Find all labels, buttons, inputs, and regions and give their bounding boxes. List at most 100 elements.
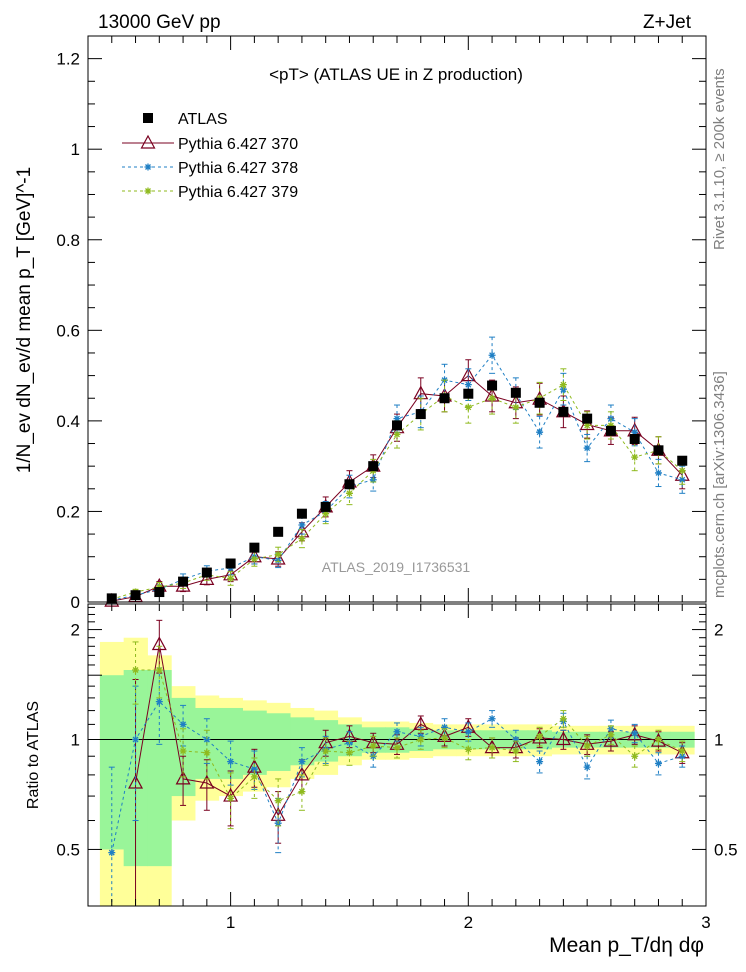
- ratio-point-p378: [155, 698, 163, 706]
- ratio-point-p370: [128, 774, 144, 789]
- ratio-point-p378: [488, 715, 496, 723]
- x-axis-label-text: Mean p_T/dη dφ: [549, 934, 704, 957]
- point-p379: [631, 453, 639, 461]
- x-tick-label: 3: [701, 913, 710, 932]
- legend-item-p378: Pythia 6.427 378: [122, 160, 298, 177]
- point-atlas: [225, 558, 236, 569]
- analysis-watermark: ATLAS_2019_I1736531: [322, 559, 471, 575]
- ratio-point-p379: [512, 747, 520, 755]
- point-atlas: [605, 425, 616, 436]
- ratio-y-tick-label: 1: [71, 731, 80, 750]
- point-p379: [678, 467, 686, 475]
- point-p378: [678, 476, 686, 484]
- point-p370: [460, 367, 476, 382]
- point-atlas: [439, 393, 450, 404]
- legend-label-data: ATLAS: [178, 111, 228, 128]
- legend-item-p370: Pythia 6.427 370: [122, 134, 298, 153]
- x-axis-label: Mean p_T/dη dφ: [549, 934, 704, 957]
- y-tick-label: 1.2: [56, 50, 80, 69]
- y-tick-label: 1: [71, 140, 80, 159]
- main-plot-title: <pT> (ATLAS UE in Z production): [269, 65, 523, 84]
- point-p379: [274, 550, 282, 558]
- main-plot-content: [104, 336, 690, 607]
- point-p378: [654, 469, 662, 477]
- ratio-point-p379: [583, 742, 591, 750]
- point-p379: [607, 421, 615, 429]
- rivet-version-label: Rivet 3.1.10, ≥ 200k events: [711, 68, 728, 250]
- ratio-line-p379: [135, 669, 683, 802]
- ratio-point-p378: [464, 728, 472, 736]
- ratio-point-p378: [108, 849, 116, 857]
- point-atlas: [273, 526, 284, 537]
- main-y-axis-label-text: 1/N_ev dN_ev/d mean p_T [GeV]^-1: [14, 167, 35, 473]
- ratio-point-p378: [227, 758, 235, 766]
- ratio-point-p370: [294, 766, 310, 781]
- ratio-y-tick-label: 0.5: [56, 840, 80, 859]
- ratio-point-p379: [155, 666, 163, 674]
- ratio-point-p379: [464, 745, 472, 753]
- ratio-point-p379: [345, 749, 353, 757]
- point-p379: [512, 403, 520, 411]
- ratio-point-p370: [555, 731, 571, 746]
- header-energy-label: 13000 GeV pp: [98, 12, 221, 33]
- ratio-point-p378: [179, 720, 187, 728]
- ratio-point-p379: [607, 731, 615, 739]
- point-atlas: [154, 587, 165, 598]
- point-atlas: [582, 413, 593, 424]
- ratio-point-p378: [441, 723, 449, 731]
- point-atlas: [415, 409, 426, 420]
- ratio-point-p378: [536, 758, 544, 766]
- point-atlas: [368, 461, 379, 472]
- legend: ATLAS Pythia 6.427 370 Pythia 6.427 378 Pyt…: [122, 111, 298, 201]
- ratio-point-p379: [179, 747, 187, 755]
- ratio-point-p379: [132, 666, 140, 674]
- legend-label-p378: Pythia 6.427 378: [178, 160, 298, 177]
- ratio-plot-content: [88, 619, 706, 907]
- ratio-point-p370: [603, 732, 619, 747]
- point-p379: [488, 394, 496, 402]
- point-p379: [298, 535, 306, 543]
- point-atlas: [629, 433, 640, 444]
- point-p379: [322, 510, 330, 518]
- ratio-point-p378: [654, 759, 662, 767]
- point-p379: [345, 489, 353, 497]
- ratio-panel: 0.5 0.5 1 1 2 2 1 2 3 Ratio to ATLAS Mean p_T/dη…: [25, 603, 738, 957]
- point-p379: [583, 421, 591, 429]
- band-inner-bin: [266, 713, 291, 771]
- band-inner-bin: [99, 675, 125, 850]
- legend-item-p379: Pythia 6.427 379: [122, 184, 298, 201]
- point-p378: [488, 351, 496, 359]
- ratio-point-p379: [631, 752, 639, 760]
- ratio-y-tick-label-right: 1: [714, 731, 723, 750]
- point-atlas: [534, 397, 545, 408]
- point-p378: [631, 428, 639, 436]
- ratio-point-p378: [631, 729, 639, 737]
- legend-marker-atlas: [143, 113, 153, 123]
- ratio-point-p378: [250, 765, 258, 773]
- point-atlas: [510, 387, 521, 398]
- ratio-point-p370: [199, 774, 215, 789]
- ratio-point-p379: [203, 749, 211, 757]
- ratio-point-p370: [175, 770, 191, 785]
- header-process-label: Z+Jet: [643, 12, 692, 33]
- main-y-ticks: 0 0.2 0.4 0.6 0.8 1 1.2: [56, 35, 707, 612]
- point-atlas: [558, 406, 569, 417]
- x-tick-label: 2: [464, 913, 473, 932]
- point-atlas: [392, 420, 402, 431]
- legend-marker-p378: [144, 163, 152, 171]
- point-p378: [583, 444, 591, 452]
- ratio-point-p379: [417, 736, 425, 744]
- ratio-point-p378: [393, 728, 401, 736]
- band-inner-bin: [290, 717, 315, 766]
- point-atlas: [677, 455, 688, 466]
- ratio-point-p379: [678, 747, 686, 755]
- point-p370: [199, 571, 215, 585]
- ratio-y-axis-label: Ratio to ATLAS: [25, 701, 42, 809]
- y-tick-label: 0.4: [56, 412, 80, 431]
- y-tick-label: 0.8: [56, 231, 80, 250]
- ratio-point-p379: [488, 744, 496, 752]
- point-p379: [464, 403, 472, 411]
- ratio-point-p379: [393, 744, 401, 752]
- point-atlas: [249, 542, 260, 553]
- legend-marker-p379: [144, 187, 152, 195]
